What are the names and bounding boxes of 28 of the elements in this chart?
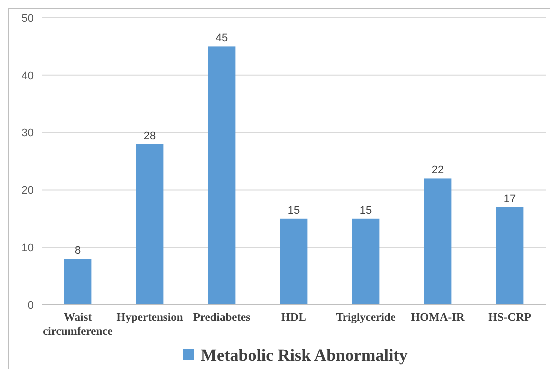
bar — [136, 144, 164, 305]
bar — [280, 218, 308, 305]
data-label: 15 — [288, 204, 300, 217]
y-tick-label: 10 — [22, 242, 34, 254]
data-label: 17 — [504, 193, 516, 206]
legend-label: Metabolic Risk Abnormality — [201, 346, 408, 365]
x-tick-label: Waist circumference — [43, 312, 113, 338]
y-tick-label: 40 — [22, 70, 34, 82]
bar — [496, 207, 524, 305]
y-tick-label: 30 — [22, 128, 34, 140]
x-tick-label: Triglyceride — [336, 312, 396, 324]
y-tick-label: 50 — [22, 12, 34, 25]
x-tick-label: HS-CRP — [488, 312, 532, 324]
data-label: 28 — [144, 130, 156, 142]
x-tick-label: HOMA-IR — [411, 312, 466, 324]
data-label: 22 — [432, 164, 444, 177]
data-label: 45 — [216, 32, 228, 45]
bar — [64, 259, 92, 305]
y-tick-label: 20 — [22, 185, 34, 198]
data-label: 15 — [360, 204, 372, 217]
x-tick-label: Prediabetes — [193, 312, 252, 324]
bar — [424, 178, 452, 305]
y-tick-label: 0 — [28, 300, 34, 312]
data-label: 8 — [74, 245, 82, 258]
bar — [352, 218, 380, 305]
x-tick-label: HDL — [282, 312, 307, 324]
bar — [208, 46, 236, 305]
x-tick-label: Hypertension — [116, 312, 184, 324]
